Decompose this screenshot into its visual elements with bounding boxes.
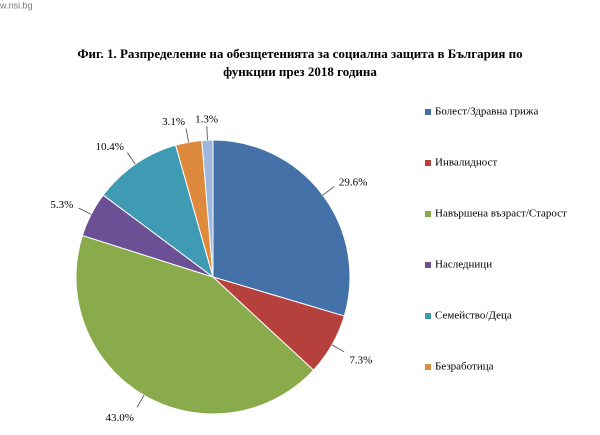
leader-line: [78, 207, 92, 215]
leader-line: [127, 152, 136, 165]
legend-label: Инвалидност: [435, 157, 497, 169]
data-label: 10.4%: [96, 141, 124, 153]
leader-line: [331, 344, 345, 353]
data-label: 3.1%: [162, 116, 185, 128]
legend-label: Безработица: [435, 361, 494, 373]
leader-line: [185, 128, 189, 143]
source: w.nsi.bg: [0, 0, 33, 10]
pie-slice: [212, 139, 351, 317]
legend-swatch: [425, 211, 431, 217]
legend-swatch: [425, 160, 431, 166]
legend-swatch: [425, 109, 431, 115]
data-label: 7.3%: [349, 354, 372, 366]
data-label: 1.3%: [195, 114, 218, 126]
legend-label: Семейство/Деца: [435, 310, 512, 322]
legend-swatch: [425, 364, 431, 370]
legend-label: Наследници: [435, 259, 492, 271]
data-label: 5.3%: [50, 199, 73, 211]
leader-line: [136, 395, 145, 408]
leader-line: [322, 186, 335, 196]
leader-line: [206, 126, 208, 141]
chart-title: функции през 2018 година: [223, 64, 377, 79]
legend-label: Навършена възраст/Старост: [435, 208, 567, 220]
legend-swatch: [425, 262, 431, 268]
data-label: 43.0%: [106, 412, 134, 424]
legend-label: Болест/Здравна грижа: [435, 106, 538, 118]
legend-swatch: [425, 313, 431, 319]
pie-slice: [201, 139, 214, 278]
chart-title: Фиг. 1. Разпределение на обезщетенията з…: [77, 46, 522, 61]
data-label: 29.6%: [339, 177, 367, 189]
